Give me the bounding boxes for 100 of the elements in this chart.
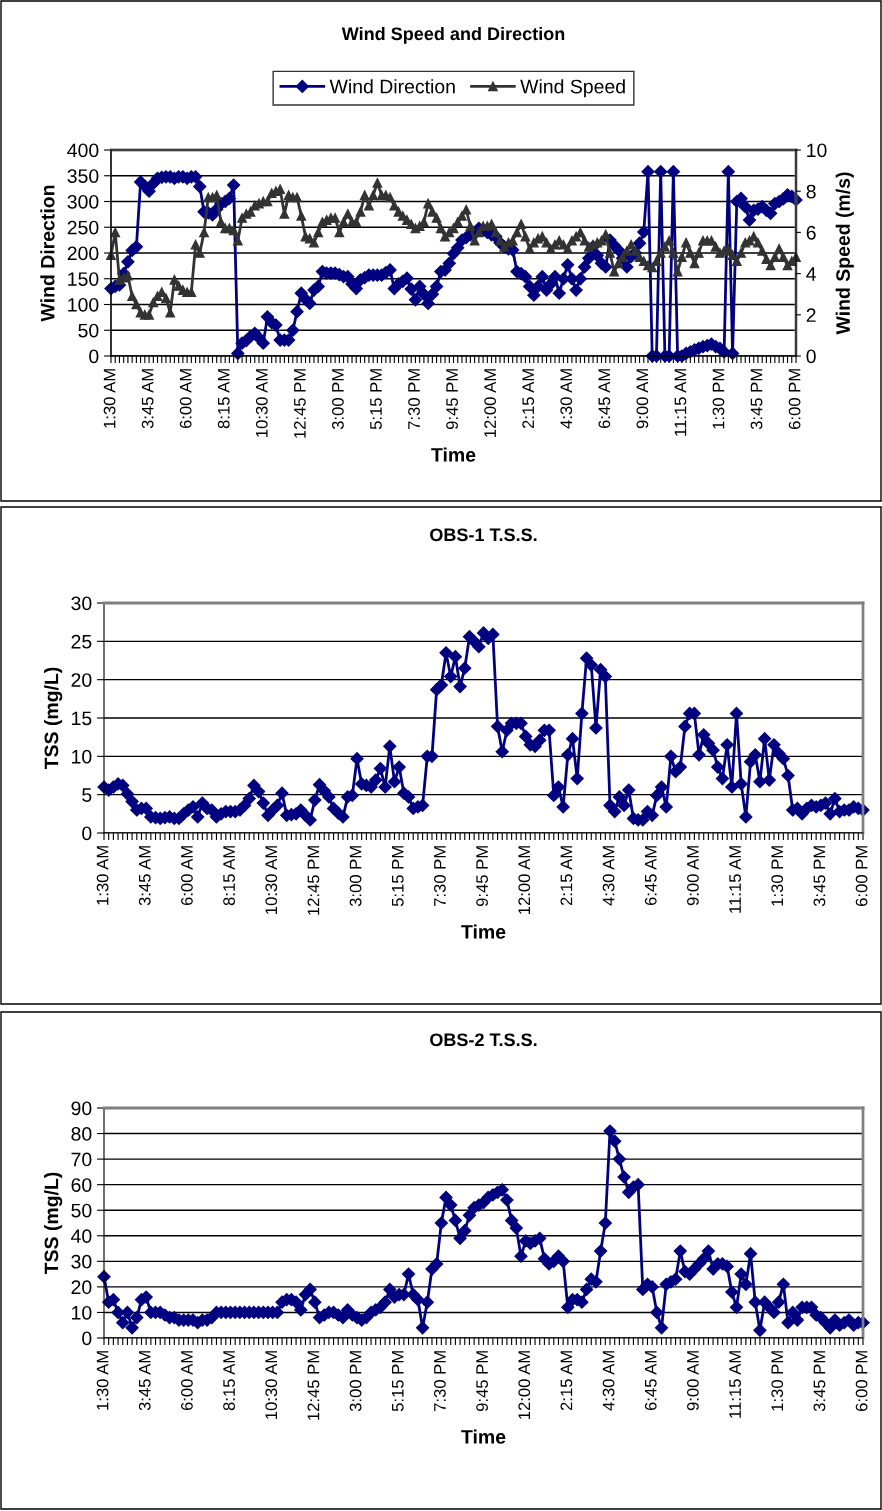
x-tick-label: 7:30 PM	[434, 1351, 446, 1412]
x-tick-label: 11:15 AM	[729, 846, 741, 913]
chart-title: Wind Speed and Direction	[341, 26, 565, 44]
x-tick-label: 6:00 PM	[855, 846, 868, 907]
x-tick-label: 1:30 PM	[771, 1351, 784, 1411]
x-tick-label: 9:45 PM	[476, 846, 488, 907]
x-tick-label: 10:30 AM	[255, 369, 268, 437]
y-tick-label: 0	[82, 826, 92, 841]
x-tick-label: 5:15 PM	[392, 1351, 404, 1412]
x-tick-label: 10:30 AM	[265, 846, 278, 914]
y-tick-label: 90	[71, 1101, 92, 1116]
x-tick-label: 6:00 PM	[788, 369, 801, 430]
x-tick-label: 3:00 PM	[349, 846, 362, 907]
x-axis-title: Time	[461, 1429, 506, 1444]
x-tick-label: 6:45 AM	[644, 846, 657, 906]
x-tick-label: 9:45 PM	[446, 369, 458, 430]
y-axis-title: Wind Direction	[40, 185, 55, 322]
x-tick-label: 3:45 PM	[813, 1351, 826, 1412]
x-tick-label: 11:15 AM	[674, 369, 687, 436]
x-tick-label: 4:30 AM	[602, 846, 615, 906]
y-axis-title: TSS (mg/L)	[44, 1172, 63, 1275]
y-tick-label: 10	[72, 1305, 92, 1320]
y2-tick-label: 4	[806, 267, 816, 281]
x-tick-label: 3:45 PM	[813, 846, 826, 907]
x-tick-label: 6:45 AM	[644, 1351, 657, 1411]
x-tick-label: 9:00 AM	[636, 369, 649, 429]
y-tick-label: 150	[68, 272, 99, 286]
x-tick-label: 12:45 PM	[307, 846, 320, 915]
x-tick-label: 8:15 AM	[223, 846, 235, 906]
y-tick-label: 40	[71, 1229, 92, 1244]
x-tick-label: 2:15 AM	[560, 846, 573, 906]
legend-label: Wind Direction	[329, 79, 455, 94]
x-tick-label: 3:00 PM	[332, 369, 344, 430]
y-tick-label: 0	[89, 349, 99, 364]
y2-tick-label: 0	[806, 349, 816, 364]
y2-tick-label: 8	[806, 184, 816, 199]
y-tick-label: 10	[72, 749, 92, 764]
y-tick-label: 20	[71, 673, 92, 687]
y-tick-label: 30	[71, 1254, 92, 1269]
x-tick-label: 1:30 PM	[771, 846, 784, 906]
x-tick-label: 5:15 PM	[392, 846, 404, 907]
x-tick-label: 8:15 AM	[223, 1351, 235, 1411]
x-tick-label: 1:30 AM	[103, 369, 116, 428]
y2-axis-title: Wind Speed (m/s)	[835, 172, 854, 335]
y-tick-label: 100	[68, 297, 99, 312]
chart-title: OBS-2 T.S.S.	[430, 1033, 537, 1047]
x-tick-label: 3:45 AM	[138, 846, 151, 906]
x-tick-label: 2:15 AM	[560, 1351, 573, 1411]
chart-title: OBS-1 T.S.S.	[430, 528, 537, 542]
y-tick-label: 200	[67, 246, 99, 261]
x-axis-title: Time	[461, 924, 506, 939]
y-tick-label: 50	[78, 323, 99, 338]
y-tick-label: 50	[71, 1203, 92, 1218]
x-tick-label: 7:30 PM	[434, 846, 446, 907]
x-tick-label: 1:30 PM	[712, 369, 725, 429]
y2-tick-label: 2	[806, 308, 816, 322]
x-tick-label: 6:45 AM	[598, 369, 611, 429]
x-tick-label: 12:00 AM	[484, 369, 497, 437]
x-tick-label: 6:00 AM	[179, 369, 192, 429]
y2-tick-label: 6	[806, 225, 816, 240]
y-tick-label: 5	[82, 788, 92, 802]
y-tick-label: 20	[71, 1280, 92, 1295]
x-tick-label: 9:45 PM	[476, 1351, 488, 1412]
y2-tick-label: 10	[807, 143, 827, 158]
x-tick-label: 6:00 AM	[181, 1351, 193, 1411]
x-tick-label: 3:45 AM	[138, 1351, 151, 1411]
y-tick-label: 25	[71, 634, 92, 649]
y-axis-title: TSS (mg/L)	[44, 667, 63, 770]
x-tick-label: 8:15 AM	[217, 369, 230, 429]
x-tick-label: 4:30 AM	[560, 369, 573, 429]
y-tick-label: 350	[67, 169, 99, 183]
x-tick-label: 4:30 AM	[602, 1351, 615, 1411]
y-tick-label: 60	[71, 1178, 92, 1192]
legend-label: Wind Speed	[520, 79, 625, 98]
x-axis-title: Time	[431, 447, 476, 462]
x-tick-label: 1:30 AM	[96, 1351, 109, 1410]
x-tick-label: 12:45 PM	[307, 1351, 320, 1420]
x-tick-label: 12:00 AM	[518, 846, 531, 914]
x-tick-label: 3:00 PM	[349, 1351, 362, 1412]
y-tick-label: 400	[67, 143, 99, 158]
x-tick-label: 6:00 PM	[855, 1351, 868, 1412]
x-tick-label: 5:15 PM	[370, 369, 382, 430]
x-tick-label: 9:00 AM	[687, 1351, 699, 1411]
y-tick-label: 250	[67, 220, 99, 235]
x-tick-label: 1:30 AM	[96, 846, 109, 905]
x-tick-label: 12:00 AM	[518, 1351, 531, 1419]
y-tick-label: 15	[72, 711, 92, 726]
x-tick-label: 11:15 AM	[729, 1351, 741, 1418]
y-tick-label: 80	[71, 1127, 92, 1141]
x-tick-label: 9:00 AM	[687, 846, 699, 906]
y-tick-label: 30	[71, 596, 92, 611]
y-tick-label: 0	[82, 1331, 92, 1346]
x-tick-label: 2:15 AM	[522, 369, 535, 429]
y-tick-label: 70	[71, 1152, 92, 1167]
x-tick-label: 3:45 PM	[750, 369, 763, 430]
x-tick-label: 3:45 AM	[141, 369, 154, 429]
y-tick-label: 300	[67, 194, 99, 209]
x-tick-label: 6:00 AM	[181, 846, 193, 906]
x-tick-label: 12:45 PM	[293, 369, 306, 438]
x-tick-label: 10:30 AM	[265, 1351, 278, 1419]
